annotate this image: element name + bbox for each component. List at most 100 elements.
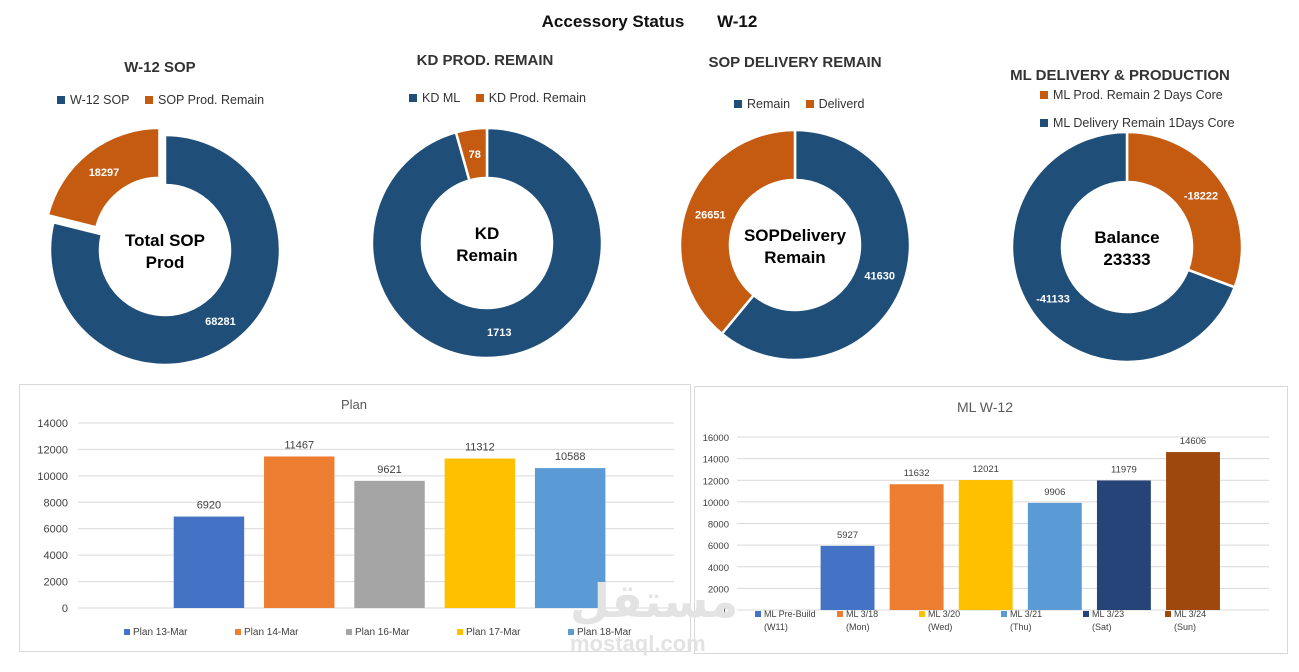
legend-swatch (1040, 119, 1048, 127)
donut-center-label: Remain (764, 248, 825, 267)
legend-label: Plan 17-Mar (466, 627, 521, 638)
chart-title: Plan (341, 397, 367, 412)
legend-label: (Wed) (928, 622, 952, 632)
y-tick-label: 2000 (708, 584, 729, 595)
y-tick-label: 14000 (703, 455, 729, 466)
bar-data-label: 6920 (197, 500, 221, 512)
y-tick-label: 2000 (44, 577, 68, 589)
legend-label: Plan 16-Mar (355, 627, 410, 638)
legend-label: ML Delivery Remain 1Days Core (1053, 116, 1235, 130)
donut-data-label: -18222 (1184, 191, 1218, 203)
ml-chart-panel: ML W-12 0 2000 4000 6000 8000 10000 12000 14000 1… (694, 386, 1288, 654)
donut-legend-kd: KD ML KD Prod. Remain (409, 91, 598, 105)
donut-center-label: Total SOP (125, 231, 205, 250)
legend-swatch (837, 611, 843, 617)
chart-title: ML W-12 (957, 399, 1013, 415)
donut-slice (720, 128, 912, 362)
legend-swatch (734, 100, 742, 108)
legend-swatch (805, 100, 814, 108)
bar (1027, 502, 1082, 610)
legend-label: Plan 14-Mar (244, 627, 299, 638)
donut-slice (454, 126, 489, 182)
legend-label: ML 3/23 (1092, 609, 1124, 619)
legend-item: KD ML (409, 91, 460, 105)
legend-item: SOP Prod. Remain (145, 93, 264, 107)
donut-legend-sop: W-12 SOP SOP Prod. Remain (57, 93, 276, 107)
legend-item: W-12 SOP (57, 93, 130, 107)
legend-swatch (145, 96, 153, 104)
y-tick-label: 4000 (708, 563, 729, 574)
legend-swatch (755, 611, 761, 617)
legend-swatch (457, 629, 463, 635)
legend-swatch (475, 94, 484, 102)
legend-label: KD ML (422, 91, 461, 105)
bar (1096, 480, 1151, 610)
donut-center-label: Prod (146, 253, 185, 272)
bar-data-label: 9906 (1044, 487, 1065, 498)
legend-label: Deliverd (818, 97, 865, 111)
donut-data-label: 1713 (487, 327, 511, 339)
ml-bar-chart: ML W-12 0 2000 4000 6000 8000 10000 12000 14000 1… (703, 399, 1269, 632)
donut-center-label: Balance (1094, 228, 1159, 247)
legend-item: ML Prod. Remain 2 Days Core (1040, 88, 1235, 102)
legend-label: (Mon) (846, 622, 870, 632)
legend-label: Plan 13-Mar (133, 627, 188, 638)
donut-title-ml: ML DELIVERY & PRODUCTION (1010, 67, 1230, 84)
legend-swatch (919, 611, 925, 617)
legend-label: (Sat) (1092, 622, 1112, 632)
donut-slice (48, 133, 282, 367)
y-tick-label: 12000 (37, 444, 68, 456)
bar-data-label: 11632 (904, 468, 930, 479)
legend-label: ML 3/18 (846, 609, 878, 619)
legend-item: Deliverd (805, 97, 865, 111)
plan-bar-chart: Plan 0 2000 4000 6000 8000 10000 12000 14000 6920… (37, 397, 674, 638)
bar (1166, 452, 1220, 610)
legend-label: ML Pre-Build (764, 609, 816, 619)
y-tick-label: 14000 (37, 418, 68, 430)
bar (889, 484, 944, 610)
donut-center-label: 23333 (1103, 250, 1150, 269)
donut-slice (46, 126, 161, 229)
bar (534, 468, 606, 608)
legend-swatch (1165, 611, 1171, 617)
y-tick-label: 8000 (708, 520, 729, 531)
bar-data-label: 5927 (837, 530, 858, 541)
legend-label: SOP Prod. Remain (158, 93, 265, 107)
bar (264, 456, 335, 608)
bar (173, 516, 245, 608)
y-tick-label: 16000 (703, 433, 729, 444)
donut-chart-delivery: 41630 26651 SOPDelivery Remain (678, 128, 912, 362)
legend-swatch (1001, 611, 1007, 617)
y-tick-label: 4000 (44, 550, 68, 562)
legend-swatch (1083, 611, 1089, 617)
donut-chart-ml: -18222 -41133 Balance 23333 (1010, 130, 1244, 364)
page-title-text: Accessory Status (541, 12, 685, 31)
bar-data-label: 11312 (465, 442, 495, 454)
legend-swatch (57, 96, 65, 104)
donut-title-sop: W-12 SOP (124, 59, 196, 76)
donut-center-label: SOPDelivery (744, 226, 847, 245)
bar-data-label: 11979 (1111, 464, 1137, 475)
bar (354, 480, 425, 608)
donut-data-label: 26651 (695, 210, 726, 222)
y-tick-label: 10000 (703, 498, 729, 509)
legend-label: (Sun) (1174, 622, 1196, 632)
legend-item: Remain (734, 97, 790, 111)
donut-center-label: Remain (456, 246, 517, 265)
y-tick-label: 0 (62, 603, 68, 615)
legend-item: ML Delivery Remain 1Days Core (1040, 116, 1235, 130)
donut-legend-delivery: Remain Deliverd (734, 97, 876, 111)
y-tick-label: 10000 (37, 471, 68, 483)
legend-label: (W11) (764, 622, 788, 632)
donut-chart-kd: 1713 78 KD Remain (370, 126, 604, 360)
y-tick-label: 6000 (708, 541, 729, 552)
y-tick-label: 8000 (44, 497, 68, 509)
watermark-logo: مستقل (570, 575, 739, 627)
legend-swatch (124, 629, 130, 635)
legend-label: ML Prod. Remain 2 Days Core (1053, 88, 1223, 102)
legend-label: (Thu) (1010, 622, 1032, 632)
donut-data-label: 78 (469, 149, 481, 161)
bar-data-label: 10588 (555, 451, 586, 463)
donut-chart-sop: 68281 18297 Total SOP Prod (46, 126, 282, 367)
legend-label: W-12 SOP (70, 93, 130, 107)
